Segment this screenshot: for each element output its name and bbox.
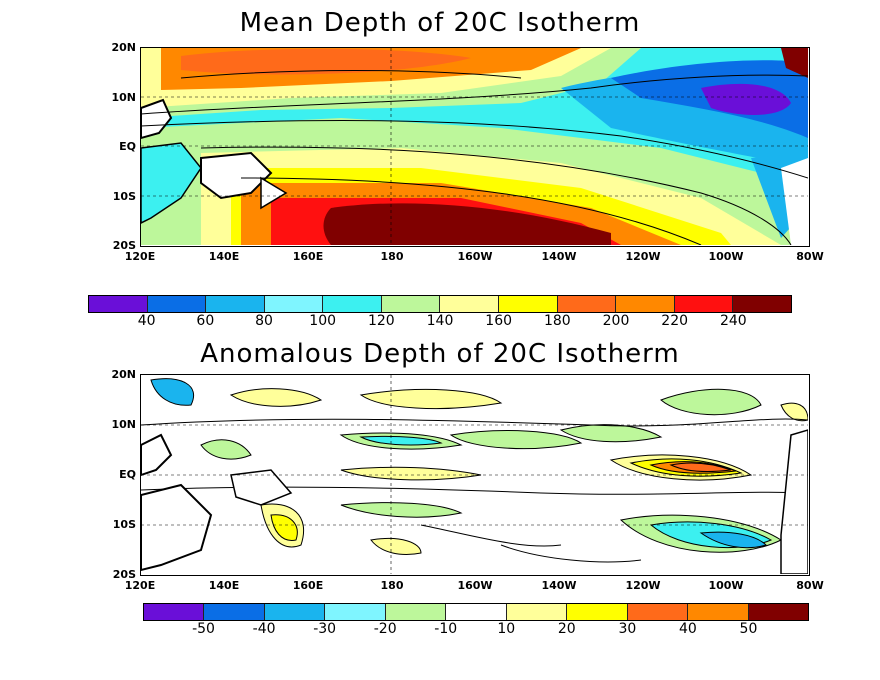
lon-tick: 180 bbox=[380, 250, 404, 263]
colorbar-swatch bbox=[323, 296, 382, 312]
lon-tick: 160W bbox=[457, 579, 493, 592]
lon-tick: 140E bbox=[208, 250, 240, 263]
lat-tick: 10N bbox=[111, 91, 136, 104]
lat-tick: EQ bbox=[119, 140, 136, 153]
colorbar-swatch bbox=[557, 296, 617, 312]
lon-tick: 120E bbox=[124, 579, 156, 592]
colorbar-label: 10 bbox=[497, 621, 516, 637]
lon-tick: 80W bbox=[796, 250, 824, 263]
bottom-map-title: Anomalous Depth of 20C Isotherm bbox=[200, 339, 680, 369]
colorbar-label: 240 bbox=[719, 313, 747, 329]
colorbar-label: 220 bbox=[661, 313, 689, 329]
colorbar-swatch bbox=[616, 296, 675, 312]
lon-tick: 140W bbox=[541, 579, 577, 592]
lat-tick: 10N bbox=[111, 418, 136, 431]
colorbar-swatch bbox=[89, 296, 148, 312]
colorbar-swatch bbox=[674, 296, 734, 312]
colorbar-label: 100 bbox=[309, 313, 337, 329]
colorbar-swatch bbox=[748, 604, 808, 620]
lat-tick: 10S bbox=[112, 518, 136, 531]
colorbar-label: 50 bbox=[739, 621, 758, 637]
lon-tick: 120W bbox=[625, 250, 661, 263]
colorbar-swatch bbox=[147, 296, 207, 312]
anomaly-depth-field bbox=[141, 375, 808, 574]
bottom-map-panel bbox=[140, 374, 810, 576]
colorbar-swatch bbox=[264, 296, 324, 312]
colorbar-label: 30 bbox=[618, 621, 637, 637]
colorbar-swatch bbox=[206, 296, 265, 312]
colorbar-label: -40 bbox=[252, 621, 276, 637]
colorbar-swatch bbox=[440, 296, 500, 312]
colorbar-swatch bbox=[446, 604, 507, 620]
lat-tick: 20S bbox=[112, 239, 136, 252]
colorbar-label: -30 bbox=[313, 621, 337, 637]
top-map-panel bbox=[140, 47, 810, 247]
colorbar-label: 40 bbox=[678, 621, 697, 637]
lat-tick: 20S bbox=[112, 568, 136, 581]
lon-tick: 160E bbox=[292, 250, 324, 263]
lon-tick: 140W bbox=[541, 250, 577, 263]
lat-tick: EQ bbox=[119, 468, 136, 481]
lon-tick: 160W bbox=[457, 250, 493, 263]
lon-tick: 140E bbox=[208, 579, 240, 592]
top-map-title: Mean Depth of 20C Isotherm bbox=[239, 8, 641, 38]
top-colorbar bbox=[88, 295, 792, 313]
lat-tick: 20N bbox=[111, 368, 136, 381]
bottom-colorbar bbox=[143, 603, 809, 621]
lon-tick: 180 bbox=[380, 579, 404, 592]
lon-tick: 100W bbox=[708, 250, 744, 263]
colorbar-swatch bbox=[506, 604, 568, 620]
lon-tick: 120W bbox=[625, 579, 661, 592]
lat-tick: 10S bbox=[112, 190, 136, 203]
colorbar-label: 140 bbox=[426, 313, 454, 329]
colorbar-swatch bbox=[688, 604, 749, 620]
colorbar-swatch bbox=[627, 604, 689, 620]
colorbar-swatch bbox=[264, 604, 326, 620]
lat-tick: 20N bbox=[111, 41, 136, 54]
colorbar-label: -50 bbox=[192, 621, 215, 637]
colorbar-label: 80 bbox=[255, 313, 273, 329]
colorbar-swatch bbox=[144, 604, 205, 620]
colorbar-swatch bbox=[381, 296, 441, 312]
colorbar-label: 160 bbox=[485, 313, 513, 329]
lon-tick: 100W bbox=[708, 579, 744, 592]
colorbar-swatch bbox=[733, 296, 791, 312]
colorbar-label: -20 bbox=[373, 621, 397, 637]
mean-depth-field bbox=[141, 48, 808, 245]
colorbar-label: -10 bbox=[434, 621, 458, 637]
colorbar-swatch bbox=[499, 296, 558, 312]
colorbar-swatch bbox=[385, 604, 447, 620]
colorbar-label: 20 bbox=[557, 621, 576, 637]
lon-tick: 160E bbox=[292, 579, 324, 592]
colorbar-swatch bbox=[325, 604, 386, 620]
colorbar-swatch bbox=[567, 604, 628, 620]
colorbar-label: 60 bbox=[196, 313, 215, 329]
colorbar-label: 40 bbox=[137, 313, 156, 329]
colorbar-label: 120 bbox=[367, 313, 395, 329]
colorbar-label: 180 bbox=[543, 313, 571, 329]
colorbar-label: 200 bbox=[602, 313, 630, 329]
lon-tick: 120E bbox=[124, 250, 156, 263]
colorbar-swatch bbox=[204, 604, 265, 620]
lon-tick: 80W bbox=[796, 579, 824, 592]
